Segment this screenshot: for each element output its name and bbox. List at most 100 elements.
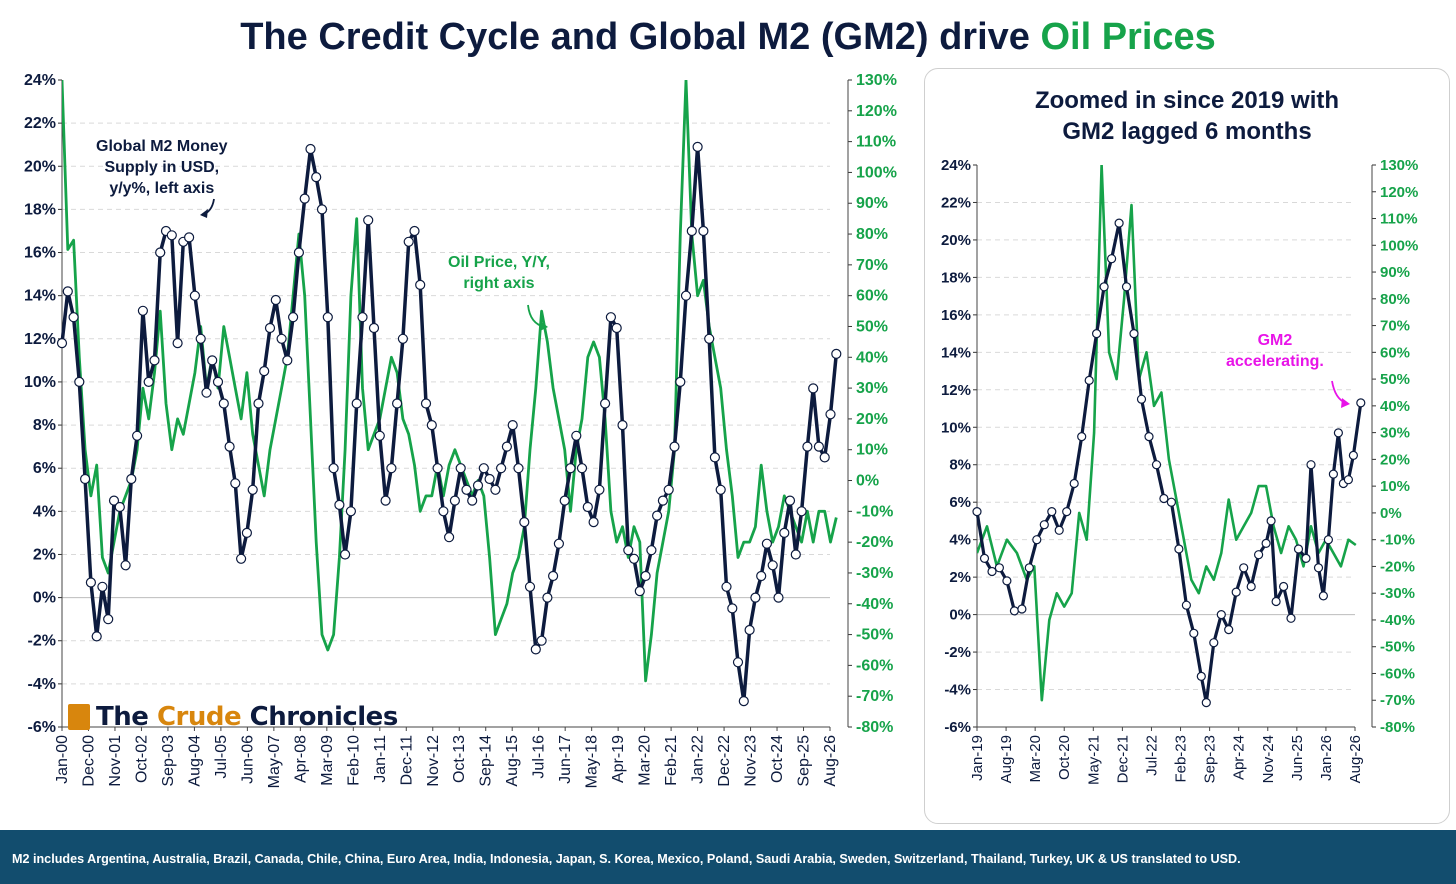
m2-data-point [149, 355, 160, 366]
y-right-tick-label: 40% [1380, 398, 1410, 415]
m2-data-point [1209, 638, 1219, 648]
y-right-tick-label: 30% [856, 380, 888, 397]
m2-data-point [571, 430, 582, 441]
m2-data-point [1293, 544, 1304, 554]
m2-data-point [484, 473, 495, 485]
m2-data-point [524, 581, 536, 592]
m2-data-point [363, 215, 374, 226]
m2-data-point [617, 420, 628, 431]
m2-data-point [132, 430, 143, 441]
y-right-tick-label: -70% [856, 688, 893, 705]
m2-data-point [1181, 600, 1191, 610]
m2-data-point [1201, 697, 1211, 708]
x-tick-label: Feb-23 [1173, 735, 1190, 783]
y-right-tick-label: 20% [856, 411, 888, 428]
m2-data-point [224, 441, 235, 452]
brand-wordmark: The Crude Chronicles [70, 702, 398, 732]
m2-data-point [808, 383, 819, 394]
x-tick-label: Nov-12 [425, 735, 442, 787]
m2-data-point [259, 366, 270, 377]
oil-price-series [977, 165, 1357, 702]
m2-data-point [553, 538, 565, 549]
m2-data-point [530, 644, 541, 655]
m2-data-point [1279, 581, 1289, 592]
brand-part: Crude [156, 702, 242, 732]
x-tick-label: Sep-23 [1202, 735, 1219, 783]
y-left-tick-label: -6% [28, 719, 56, 736]
y-right-tick-label: -80% [856, 719, 893, 736]
m2-data-point [773, 592, 784, 603]
m2-data-point [166, 230, 177, 241]
x-tick-label: Dec-00 [80, 735, 97, 787]
m2-data-point [1231, 587, 1241, 597]
m2-data-point [1032, 535, 1042, 545]
m2-data-point [784, 495, 796, 506]
m2-data-point [218, 398, 229, 409]
footer-bar: M2 includes Argentina, Australia, Brazil… [0, 830, 1456, 884]
m2-data-point [802, 441, 813, 452]
m2-data-point [340, 549, 351, 560]
m2-data-point [1271, 596, 1281, 607]
y-right-tick-label: 0% [856, 473, 879, 490]
m2-data-point [634, 585, 645, 597]
m2-data-point [1356, 398, 1366, 408]
m2-data-point [79, 473, 91, 485]
chart-title-highlight: Oil Prices [1040, 16, 1216, 58]
m2-data-point [1333, 428, 1343, 438]
x-tick-label: Jun-06 [239, 735, 256, 784]
m2-data-point [1136, 394, 1147, 404]
m2-data-point [640, 570, 651, 582]
y-left-tick-label: -6% [944, 719, 971, 736]
m2-data-point [62, 286, 73, 297]
oil-annotation-arrowhead [540, 321, 548, 331]
m2-data-point [74, 376, 85, 387]
x-tick-label: Dec-21 [1114, 735, 1131, 783]
m2-data-point [1196, 671, 1206, 682]
m2-data-point [1189, 628, 1199, 638]
m2-data-point [547, 570, 559, 582]
m2-data-point [380, 495, 391, 506]
x-tick-label: Sep-03 [160, 735, 177, 787]
m2-data-point [415, 279, 426, 290]
y-right-tick-label: 100% [856, 164, 897, 181]
y-right-tick-label: 40% [856, 349, 888, 366]
m2-data-point [1266, 516, 1276, 526]
m2-data-point [386, 463, 397, 474]
m2-data-point [426, 420, 437, 431]
y-left-tick-label: 18% [941, 269, 971, 286]
m2-data-point [1343, 475, 1353, 485]
x-tick-label: Nov-23 [743, 735, 760, 787]
m2-data-point [328, 463, 339, 474]
y-left-tick-label: 6% [33, 460, 56, 477]
m2-data-point [1323, 535, 1333, 545]
gm2-annotation: GM2 accelerating. [1226, 330, 1324, 372]
y-left-tick-label: 24% [941, 157, 971, 174]
y-right-tick-label: -50% [856, 627, 893, 644]
y-left-tick-label: 24% [24, 72, 56, 89]
m2-data-point [236, 553, 247, 564]
x-tick-label: Jul-05 [213, 735, 230, 779]
m2-data-point [241, 527, 252, 538]
x-tick-label: Mar-20 [1027, 735, 1044, 783]
gm2-annotation-arrowhead [1341, 398, 1350, 408]
m2-data-point [403, 236, 414, 247]
m2-data-point [212, 376, 224, 387]
m2-data-point [796, 506, 807, 517]
m2-data-point [1107, 254, 1117, 264]
y-right-tick-label: 80% [1380, 291, 1410, 308]
m2-data-point [496, 463, 507, 474]
m2-data-point [623, 545, 634, 556]
m2-data-point [559, 495, 570, 506]
m2-data-point [594, 484, 605, 495]
x-tick-label: Sep-14 [478, 735, 495, 787]
crude-chronicles-logo-icon [68, 704, 90, 730]
brand-part: The [96, 702, 157, 732]
m2-data-point [1318, 591, 1328, 601]
m2-data-point [987, 566, 997, 577]
y-right-tick-label: -60% [1380, 665, 1415, 682]
y-left-tick-label: -2% [944, 644, 971, 661]
m2-data-point [628, 553, 640, 564]
zoom-panel: -6% -4% -2% 0% 2% 4% 6% 8% 10% 12% 14% 16% 18% 20% 22%… [924, 68, 1450, 824]
m2-data-point [704, 333, 715, 344]
y-right-tick-label: -80% [1380, 719, 1415, 736]
